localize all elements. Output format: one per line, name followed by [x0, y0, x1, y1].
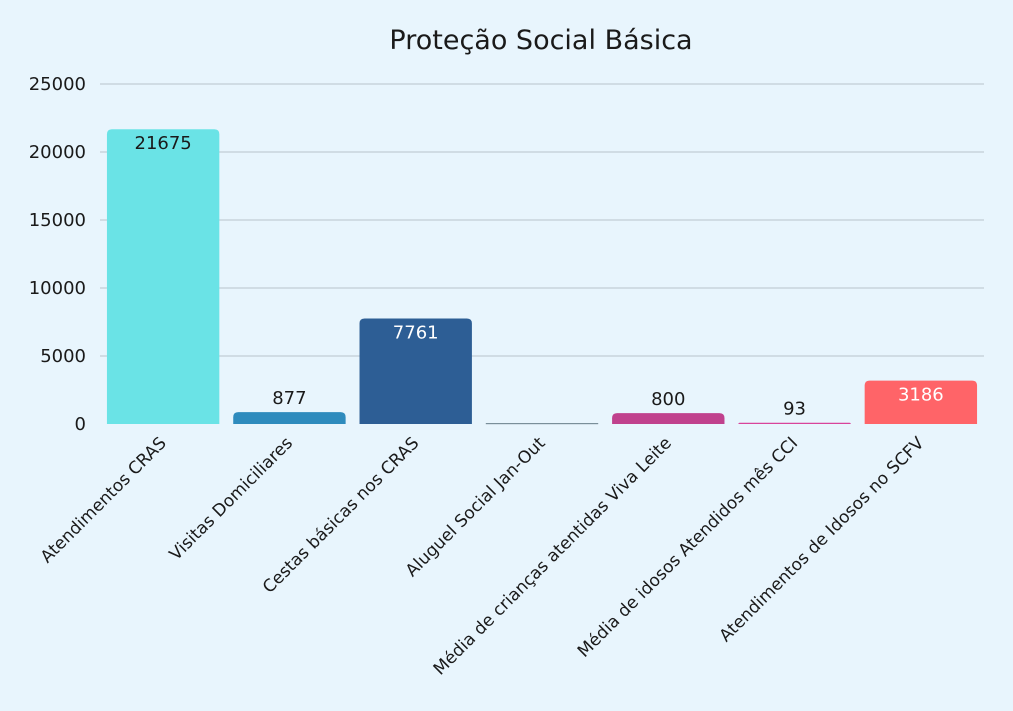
bar: [485, 423, 599, 425]
x-tick-label: Média de crianças atentidas Viva Leite: [430, 433, 676, 679]
x-tick-label: Aluguel Social Jan-Out: [402, 433, 550, 581]
chart-title: Proteção Social Básica: [389, 25, 692, 56]
data-label: 93: [783, 399, 806, 420]
data-label: 800: [651, 389, 685, 410]
y-tick-label: 25000: [29, 74, 86, 95]
bars: [106, 129, 978, 425]
x-tick-label: Visitas Domiciliares: [166, 433, 297, 564]
x-tick-label: Atendimentos CRAS: [37, 433, 171, 567]
y-tick-label: 5000: [40, 346, 86, 367]
data-label: 21675: [135, 133, 192, 154]
gridlines: [100, 83, 984, 357]
y-tick-label: 10000: [29, 278, 86, 299]
data-label: 7761: [393, 322, 439, 343]
y-tick-label: 15000: [29, 210, 86, 231]
y-tick-label: 0: [75, 414, 86, 435]
data-label: 3186: [898, 385, 944, 406]
bar: [612, 413, 725, 424]
bar: [864, 380, 978, 424]
bar: [233, 412, 346, 424]
x-tick-label: Atendimentos de Idosos no SCFV: [716, 433, 929, 646]
x-tick-label: Média de idosos Atendidos mês CCI: [574, 433, 802, 661]
y-tick-label: 20000: [29, 142, 86, 163]
bar: [359, 318, 472, 424]
bar: [106, 129, 220, 424]
data-label: 877: [272, 388, 306, 409]
data-labels: 21675 877 7761 800 93 3186: [135, 133, 944, 420]
y-axis-ticks: 0 5000 10000 15000 20000 25000: [29, 74, 86, 435]
bar: [738, 422, 851, 424]
